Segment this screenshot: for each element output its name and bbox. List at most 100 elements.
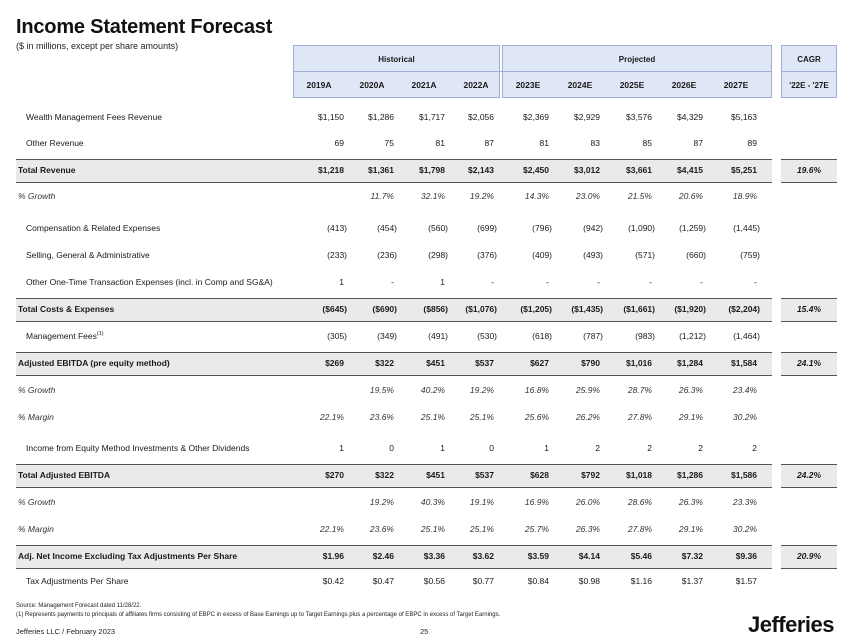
row-value: 19.5% (369, 385, 394, 395)
footnote-1: (1) Represents payments to principals of… (16, 612, 501, 618)
table-row: Total Adjusted EBITDA $270 $322 $451 $537 $62… (0, 469, 850, 483)
row-value: $9.36 (735, 551, 757, 561)
cagr-header-divider (781, 71, 837, 72)
row-value: 2 (647, 443, 652, 453)
row-label-text: Total Revenue (18, 165, 76, 175)
row-label-text: Income from Equity Method Investments & … (26, 443, 250, 453)
row-value: 19.2% (469, 385, 494, 395)
row-value: 16.9% (524, 497, 549, 507)
row-label-text: % Margin (18, 524, 54, 534)
table-row: Total Revenue $1,218 $1,361 $1,798 $2,143 $2,… (0, 164, 850, 178)
row-value: (699) (477, 223, 497, 233)
cagr-label: CAGR (797, 55, 821, 64)
table-row: % Growth 19.5% 40.2% 19.2% 16.8% 25.9% 28.7% 26… (0, 384, 850, 398)
row-value: 28.7% (627, 385, 652, 395)
row-value: 81 (539, 138, 549, 148)
table-row: Compensation & Related Expenses (413) (454… (0, 222, 850, 236)
row-value: 18.9% (732, 191, 757, 201)
row-value: 20.6% (678, 191, 703, 201)
row-value: 22.1% (319, 412, 344, 422)
row-value: (560) (428, 223, 448, 233)
row-value: ($2,204) (728, 304, 760, 314)
table-row: % Margin 22.1% 23.6% 25.1% 25.1% 25.7% 26.3% 27… (0, 523, 850, 537)
row-value: $1,798 (419, 165, 445, 175)
row-value: $1,717 (419, 112, 445, 122)
page-subtitle: ($ in millions, except per share amounts… (16, 41, 179, 51)
row-value: 26.3% (678, 385, 703, 395)
row-value: 27.8% (627, 412, 652, 422)
row-value: $792 (581, 470, 600, 480)
row-value: (759) (740, 250, 760, 260)
row-value: 1 (440, 443, 445, 453)
row-value: (618) (532, 331, 552, 341)
row-value: $4.14 (578, 551, 600, 561)
row-value: $1,150 (318, 112, 344, 122)
row-label-text: Compensation & Related Expenses (26, 223, 161, 233)
row-label: % Growth (18, 497, 55, 507)
row-value: 23.0% (575, 191, 600, 201)
row-value: 23.3% (732, 497, 757, 507)
row-value: (413) (327, 223, 347, 233)
row-value: 25.6% (524, 412, 549, 422)
row-value: $1,218 (318, 165, 344, 175)
year-header: 2024E (567, 80, 593, 90)
row-value: $627 (530, 358, 549, 368)
row-value: $1,361 (368, 165, 394, 175)
row-label-text: % Margin (18, 412, 54, 422)
row-value: (983) (635, 331, 655, 341)
row-value: (376) (477, 250, 497, 260)
row-value: 19.2% (469, 191, 494, 201)
row-label-text: Selling, General & Administrative (26, 250, 150, 260)
row-value: (1,464) (733, 331, 760, 341)
row-label: Other One-Time Transaction Expenses (inc… (26, 277, 273, 287)
row-label: Adjusted EBITDA (pre equity method) (18, 358, 170, 368)
table-row: % Growth 19.2% 40.3% 19.1% 16.9% 26.0% 28.6% 26… (0, 496, 850, 510)
row-value: 23.6% (369, 524, 394, 534)
row-label: % Margin (18, 524, 54, 534)
row-value: $628 (530, 470, 549, 480)
row-value: $5,163 (731, 112, 757, 122)
row-value: ($1,076) (465, 304, 497, 314)
row-value: (571) (635, 250, 655, 260)
year-header: 2020A (359, 80, 385, 90)
row-value: (942) (583, 223, 603, 233)
row-value: - (649, 277, 652, 287)
year-header: 2021A (411, 80, 437, 90)
row-value: $0.84 (527, 576, 549, 586)
row-label: Adj. Net Income Excluding Tax Adjustment… (18, 551, 237, 561)
row-value: 75 (384, 138, 394, 148)
row-value: 0 (489, 443, 494, 453)
row-value: 85 (642, 138, 652, 148)
cagr-value: 19.6% (781, 159, 837, 183)
row-value: 11.7% (370, 191, 394, 201)
row-value: 1 (339, 443, 344, 453)
row-label: Selling, General & Administrative (26, 250, 150, 260)
row-value: (1,090) (628, 223, 655, 233)
row-value: (409) (532, 250, 552, 260)
row-value: 27.8% (627, 524, 652, 534)
row-label: Compensation & Related Expenses (26, 223, 160, 233)
row-value: $1,586 (731, 470, 757, 480)
row-value: - (597, 277, 600, 287)
row-value: - (391, 277, 394, 287)
row-value: 19.2% (369, 497, 394, 507)
row-value: $1,584 (731, 358, 757, 368)
row-value: 16.8% (524, 385, 549, 395)
row-value: (298) (428, 250, 448, 260)
row-value: (1,259) (679, 223, 706, 233)
row-value: (660) (686, 250, 706, 260)
row-value: 25.1% (420, 412, 445, 422)
row-value: 1 (339, 277, 344, 287)
row-value: $0.98 (578, 576, 600, 586)
row-value: $790 (581, 358, 600, 368)
table-row: Income from Equity Method Investments & … (0, 442, 850, 456)
row-label-text: Total Costs & Expenses (18, 304, 115, 314)
row-value: ($1,435) (571, 304, 603, 314)
total-row-band (16, 464, 772, 488)
row-value: ($690) (372, 304, 397, 314)
row-value: $537 (475, 470, 494, 480)
row-value: (1,445) (733, 223, 760, 233)
cagr-value: 20.9% (781, 545, 837, 569)
row-value: 81 (435, 138, 445, 148)
row-value: 30.2% (732, 524, 757, 534)
